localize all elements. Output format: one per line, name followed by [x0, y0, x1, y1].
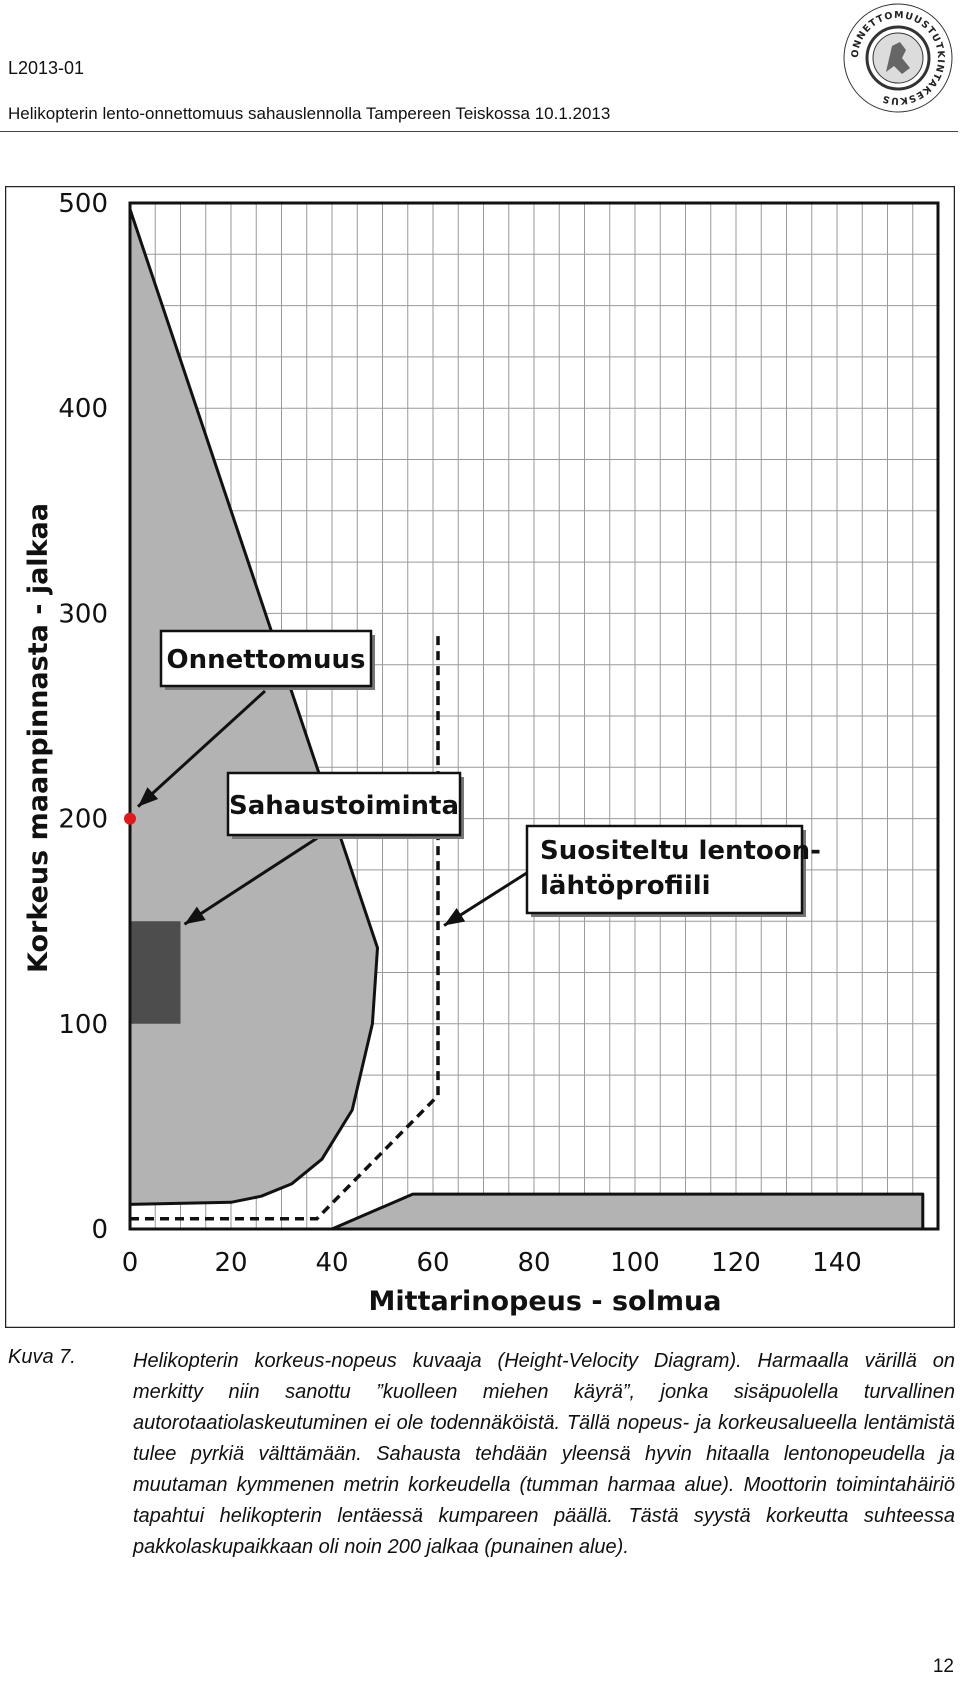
- annotation-takeoff-line1: Suositeltu lentoon-: [540, 836, 821, 866]
- y-tick-label: 200: [58, 805, 108, 835]
- y-tick-label: 300: [58, 599, 108, 629]
- x-tick-label: 80: [517, 1248, 550, 1278]
- y-tick-label: 0: [91, 1215, 108, 1245]
- x-tick-label: 20: [214, 1248, 247, 1278]
- arrow-takeoff-profile-head: [444, 907, 466, 926]
- page-number: 12: [932, 1656, 954, 1677]
- annotation-takeoff-box: [525, 824, 804, 915]
- x-tick-label: 60: [416, 1248, 449, 1278]
- annotation-takeoff-line2: lähtöprofiili: [540, 871, 711, 901]
- x-tick-label: 120: [711, 1248, 761, 1278]
- area-dark-area: [130, 921, 181, 1024]
- arrow-sahaustoiminta-head: [184, 906, 206, 925]
- caption-label: Kuva 7.: [8, 1346, 76, 1368]
- y-tick-label: 500: [58, 189, 108, 219]
- agency-seal-logo: ONNETTOMUUSTUTKINTAKESKUS: [843, 3, 953, 113]
- document-id: L2013-01: [8, 58, 85, 78]
- x-tick-label: 0: [122, 1248, 139, 1278]
- annotation-sahaustoiminta: Sahaustoiminta: [229, 791, 459, 821]
- arrow-onnettomuus-head: [138, 787, 159, 807]
- annotation-onnettomuus-box: [159, 629, 373, 688]
- x-tick-label: 100: [610, 1248, 660, 1278]
- x-tick-label: 40: [315, 1248, 348, 1278]
- y-axis-label: Korkeus maanpinnasta - jalkaa: [23, 503, 54, 973]
- area-avoid-lower: [330, 1192, 925, 1231]
- accident-point: [124, 812, 136, 825]
- y-tick-label: 100: [58, 1010, 108, 1040]
- x-tick-label: 140: [812, 1248, 862, 1278]
- arrow-onnettomuus: [136, 689, 267, 808]
- height-velocity-figure: 0 20 40 60 80 100 120 140 0 100 200 300 400 500 Mittar…: [5, 186, 955, 1328]
- takeoff-profile-line: [130, 633, 440, 1221]
- caption-text: Helikopterin korkeus-nopeus kuvaaja (Hei…: [133, 1350, 955, 1558]
- document-subtitle: Helikopterin lento-onnettomuus sahauslen…: [8, 104, 611, 123]
- area-avoid-upper: [128, 207, 379, 1206]
- y-tick-label: 400: [58, 394, 108, 424]
- plot-frame: [128, 201, 940, 1231]
- x-axis-label: Mittarinopeus - solmua: [369, 1286, 722, 1317]
- header-divider: [0, 131, 958, 132]
- annotation-sahaustoiminta-box: [226, 771, 462, 837]
- arrow-sahaustoiminta: [183, 831, 326, 926]
- annotation-onnettomuus: Onnettomuus: [166, 645, 365, 675]
